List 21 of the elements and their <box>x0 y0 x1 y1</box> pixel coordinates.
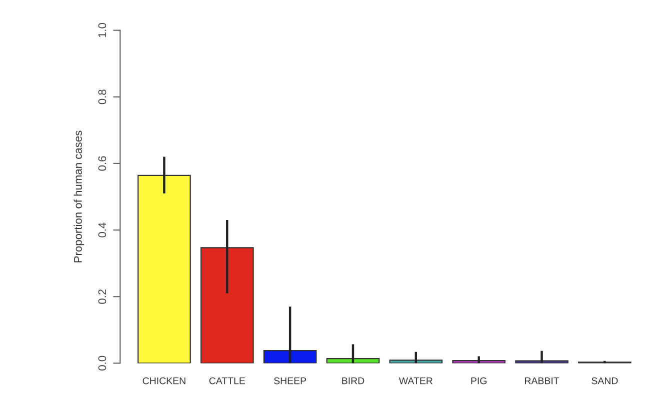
x-tick-label: BIRD <box>342 377 364 384</box>
y-tick-label: 1.0 <box>98 23 106 38</box>
y-tick-label: 0.0 <box>98 356 106 370</box>
bar <box>326 358 380 364</box>
y-tick-label: 0.2 <box>98 289 106 304</box>
bar <box>389 360 443 364</box>
x-tick-label: CATTLE <box>209 377 245 384</box>
y-axis-title: Proportion of human cases <box>74 130 84 262</box>
x-tick-label: SHEEP <box>274 377 306 384</box>
y-tick-label: 0.4 <box>98 222 106 238</box>
bar <box>452 360 506 364</box>
x-tick-label: SAND <box>592 377 618 384</box>
bar <box>200 247 254 364</box>
bar <box>263 350 317 364</box>
x-tick-label: CHICKEN <box>142 377 186 384</box>
x-tick-label: WATER <box>398 377 432 384</box>
y-tick-label: 0.6 <box>98 156 106 171</box>
x-tick-label: RABBIT <box>525 377 560 384</box>
x-tick-label: PIG <box>471 377 486 384</box>
bar <box>138 174 191 364</box>
y-tick-label: 0.8 <box>98 90 106 104</box>
